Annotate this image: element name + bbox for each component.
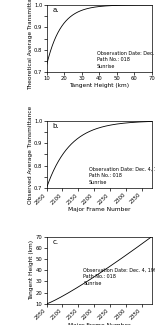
Text: Observation Date: Dec. 4, 1996
Path No.: 018
Sunrise: Observation Date: Dec. 4, 1996 Path No.:… bbox=[83, 267, 155, 286]
Y-axis label: Tangent Height (km): Tangent Height (km) bbox=[29, 240, 34, 300]
Y-axis label: Theoretical Average Transmittance: Theoretical Average Transmittance bbox=[28, 0, 33, 90]
Text: c.: c. bbox=[53, 239, 59, 244]
X-axis label: Major Frame Number: Major Frame Number bbox=[68, 322, 131, 325]
Y-axis label: Observed Average Transmittance: Observed Average Transmittance bbox=[28, 105, 33, 203]
X-axis label: Major Frame Number: Major Frame Number bbox=[68, 207, 131, 212]
Text: b.: b. bbox=[53, 123, 60, 129]
Text: Observation Date: Dec. 4, 1996
Path No.: 018
Sunrise: Observation Date: Dec. 4, 1996 Path No.:… bbox=[97, 51, 155, 69]
Text: a.: a. bbox=[53, 7, 59, 13]
X-axis label: Tangent Height (km): Tangent Height (km) bbox=[69, 83, 129, 88]
Text: Observation Date: Dec. 4, 1996
Path No.: 018
Sunrise: Observation Date: Dec. 4, 1996 Path No.:… bbox=[89, 166, 155, 185]
